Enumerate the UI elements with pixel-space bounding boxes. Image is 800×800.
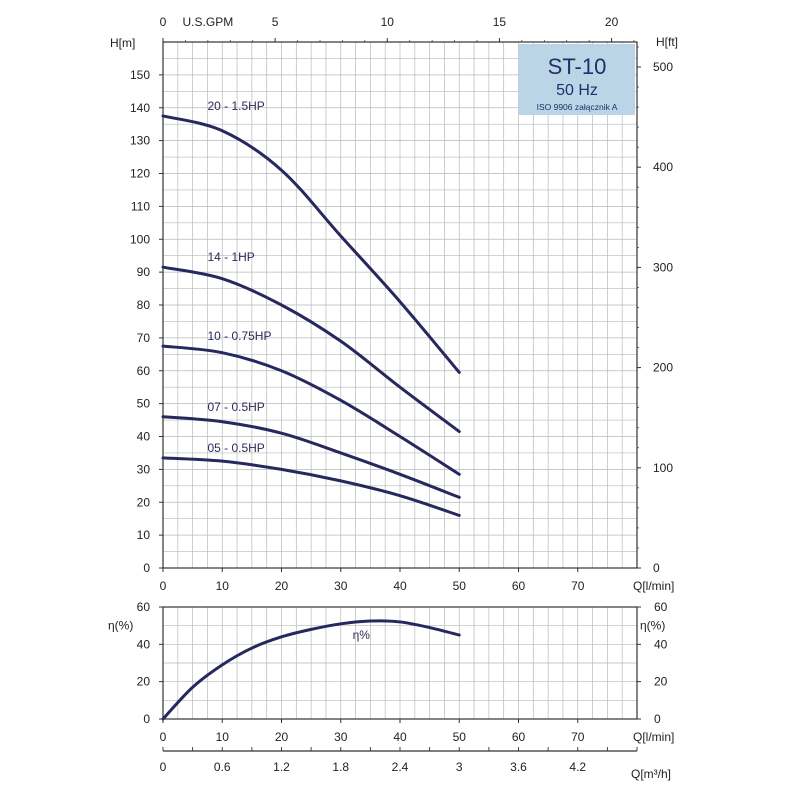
standard-note: ISO 9906 załącznik A <box>537 102 618 112</box>
series-label: 10 - 0.75HP <box>207 329 271 343</box>
y-tick-label: 120 <box>130 167 150 181</box>
top-tick-label: 5 <box>272 15 279 29</box>
y-tick-label: 110 <box>131 199 150 213</box>
eff-x-tick-label: 70 <box>571 730 585 744</box>
top-axis-label: U.S.GPM <box>183 15 234 29</box>
top-tick-label: 0 <box>160 15 167 29</box>
m3h-tick-label: 0 <box>160 760 167 774</box>
m3h-tick-label: 2.4 <box>392 760 409 774</box>
model-title: ST-10 <box>548 54 607 79</box>
eff-y-tick-label: 40 <box>137 637 151 651</box>
series-line <box>161 344 461 476</box>
eff-x-tick-label: 10 <box>216 730 230 744</box>
series-label: 07 - 0.5HP <box>207 400 264 414</box>
x-tick-label: 40 <box>393 579 407 593</box>
eff-x-tick-label: 20 <box>275 730 289 744</box>
top-tick-label: 15 <box>493 15 507 29</box>
y-tick-label: 30 <box>137 462 151 476</box>
series-label: 20 - 1.5HP <box>207 99 264 113</box>
y-right-tick-label: 0 <box>653 561 660 575</box>
series-line <box>161 114 461 374</box>
frequency-label: 50 Hz <box>556 82 598 99</box>
x-tick-label: 0 <box>160 579 167 593</box>
eff-y-right-tick-label: 40 <box>654 637 668 651</box>
y-tick-label: 150 <box>130 68 150 82</box>
eff-y-right-axis-label: η(%) <box>640 619 665 633</box>
m3h-tick-label: 4.2 <box>569 760 586 774</box>
m3h-axis-label: Q[m³/h] <box>631 767 671 781</box>
eff-x-axis-label: Q[l/min] <box>633 730 674 744</box>
eff-x-tick-label: 50 <box>453 730 467 744</box>
m3h-tick-label: 3 <box>456 760 463 774</box>
x-tick-label: 10 <box>216 579 230 593</box>
y-right-tick-label: 200 <box>653 361 673 375</box>
series-line <box>161 456 461 517</box>
eff-x-tick-label: 40 <box>393 730 407 744</box>
y-right-axis-label: H[ft] <box>656 35 678 49</box>
efficiency-label: η% <box>353 628 371 642</box>
y-tick-label: 70 <box>137 331 151 345</box>
series-line <box>161 265 461 434</box>
series-label: 05 - 0.5HP <box>207 441 264 455</box>
x-tick-label: 30 <box>334 579 348 593</box>
x-tick-label: 20 <box>275 579 289 593</box>
m3h-tick-label: 1.8 <box>332 760 349 774</box>
top-tick-label: 10 <box>381 15 395 29</box>
x-axis-label: Q[l/min] <box>633 579 674 593</box>
x-tick-label: 60 <box>512 579 526 593</box>
y-tick-label: 60 <box>137 364 151 378</box>
eff-x-tick-label: 0 <box>160 730 167 744</box>
y-tick-label: 140 <box>130 101 150 115</box>
y-tick-label: 50 <box>137 397 151 411</box>
eff-y-tick-label: 20 <box>137 675 151 689</box>
m3h-tick-label: 3.6 <box>510 760 527 774</box>
eff-y-right-tick-label: 20 <box>654 675 668 689</box>
y-tick-label: 20 <box>137 495 151 509</box>
eff-x-tick-label: 30 <box>334 730 348 744</box>
x-tick-label: 50 <box>453 579 467 593</box>
y-right-tick-label: 100 <box>653 461 673 475</box>
y-tick-label: 90 <box>137 265 151 279</box>
y-right-tick-label: 500 <box>653 60 673 74</box>
head-chart: ST-10 50 Hz ISO 9906 załącznik A 0 10 20 30 40 5… <box>110 15 678 593</box>
y-right-tick-label: 400 <box>653 160 673 174</box>
series-label: 14 - 1HP <box>207 250 254 264</box>
y-tick-label: 130 <box>130 134 150 148</box>
flow-m3h-axis: 0 0.6 1.2 1.8 2.4 3 3.6 4.2 Q[m³/h] <box>160 747 671 781</box>
y-tick-label: 100 <box>130 232 150 246</box>
y-tick-label: 40 <box>137 430 151 444</box>
y-axis-label: H[m] <box>110 36 135 50</box>
eff-y-tick-label: 60 <box>137 600 151 614</box>
eff-y-right-tick-label: 60 <box>654 600 668 614</box>
eff-y-right-tick-label: 0 <box>654 712 661 726</box>
y-tick-label: 80 <box>137 298 151 312</box>
y-tick-label: 10 <box>137 528 151 542</box>
x-tick-label: 70 <box>571 579 585 593</box>
series-line <box>161 415 461 499</box>
eff-y-axis-label: η(%) <box>108 619 133 633</box>
m3h-tick-label: 1.2 <box>273 760 290 774</box>
efficiency-line <box>161 619 461 721</box>
y-tick-label: 0 <box>143 561 150 575</box>
eff-y-tick-label: 0 <box>143 712 150 726</box>
m3h-tick-label: 0.6 <box>214 760 231 774</box>
y-right-tick-label: 300 <box>653 260 673 274</box>
model-info-box <box>519 44 635 115</box>
eff-x-tick-label: 60 <box>512 730 526 744</box>
top-tick-label: 20 <box>605 15 619 29</box>
